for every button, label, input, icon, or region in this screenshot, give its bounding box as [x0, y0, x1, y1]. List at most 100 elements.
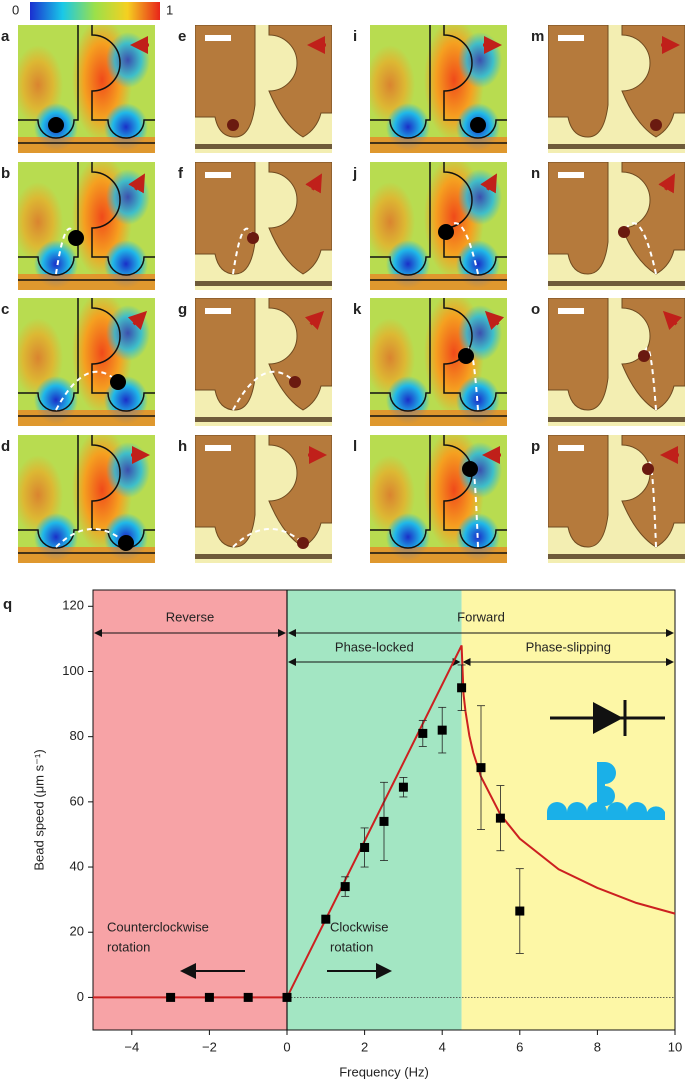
pattern — [195, 162, 256, 275]
panel-letter: m — [531, 28, 544, 45]
track — [548, 281, 685, 286]
data-point — [418, 728, 428, 738]
annotation: rotation — [330, 939, 373, 954]
trajectory — [647, 461, 657, 548]
panel-content — [18, 162, 155, 290]
trajectory — [232, 528, 304, 548]
panel-letter: i — [353, 28, 357, 45]
panel-content — [195, 162, 332, 290]
panel-letter: g — [178, 301, 187, 318]
pattern — [548, 25, 609, 138]
track — [195, 554, 332, 559]
x-tick-label: 8 — [594, 1039, 601, 1054]
colorbar-min: 0 — [12, 2, 19, 17]
panel-letter: o — [531, 301, 540, 318]
micrograph-panel — [548, 298, 685, 426]
track — [548, 144, 685, 149]
bead — [48, 117, 64, 133]
panel-letter: d — [1, 438, 10, 455]
device-icon — [547, 802, 665, 820]
bead — [68, 230, 84, 246]
simulation-panel — [370, 25, 507, 153]
bead — [289, 376, 301, 388]
bead — [642, 463, 654, 475]
data-point — [204, 992, 214, 1002]
data-point — [476, 763, 486, 773]
scale-bar — [558, 308, 584, 314]
bead — [227, 119, 239, 131]
colorbar — [30, 2, 160, 20]
field-arrow — [480, 173, 497, 194]
data-point — [360, 842, 370, 852]
data-point — [166, 992, 176, 1002]
span-label: Phase-locked — [335, 639, 414, 654]
annotation: Clockwise — [330, 919, 389, 934]
y-axis-label: Bead speed (μm s⁻¹) — [31, 749, 46, 870]
scale-bar — [205, 308, 231, 314]
field-track — [18, 410, 155, 426]
bead — [650, 119, 662, 131]
panel-letter: n — [531, 165, 540, 182]
y-tick-label: 100 — [62, 663, 84, 678]
span-label: Reverse — [166, 609, 214, 624]
panel-content — [18, 25, 155, 153]
device-lobe — [605, 762, 616, 806]
x-tick-label: 4 — [439, 1039, 446, 1054]
pattern — [195, 25, 256, 138]
track — [195, 144, 332, 149]
panel-letter: f — [178, 165, 184, 182]
outline — [18, 298, 155, 417]
panel-content — [548, 25, 685, 153]
panel-letter: h — [178, 438, 187, 455]
panel-letter: k — [353, 301, 362, 318]
x-tick-label: 2 — [361, 1039, 368, 1054]
bead — [618, 226, 630, 238]
field-arrow — [658, 173, 675, 194]
simulation-panel — [18, 25, 155, 153]
outline — [18, 162, 155, 281]
trajectory — [55, 528, 127, 548]
micrograph-panel — [548, 435, 685, 563]
scale-bar — [558, 172, 584, 178]
bead — [110, 374, 126, 390]
data-point — [437, 725, 447, 735]
simulation-panel — [370, 162, 507, 290]
data-point — [495, 813, 505, 823]
pattern — [195, 435, 256, 548]
panel-content — [370, 298, 507, 426]
x-tick-label: −4 — [124, 1039, 139, 1054]
panel-content — [548, 435, 685, 563]
annotation: Counterclockwise — [107, 919, 209, 934]
span-label: Phase-slipping — [526, 639, 611, 654]
panel-content — [548, 298, 685, 426]
y-tick-label: 60 — [70, 793, 84, 808]
simulation-panel — [18, 435, 155, 563]
panel-content — [195, 25, 332, 153]
scale-bar — [205, 445, 231, 451]
micrograph-panel — [195, 298, 332, 426]
data-point — [457, 683, 467, 693]
field-low — [106, 442, 150, 498]
bead — [470, 117, 486, 133]
panel-letter: b — [1, 165, 10, 182]
data-point — [398, 782, 408, 792]
plot-frame — [92, 589, 676, 1031]
outline — [18, 25, 155, 144]
colorbar-max: 1 — [166, 2, 173, 17]
region — [287, 590, 462, 1030]
chart: q 0 20 40 60 80 100 120 −4 −2 0 2 4 6 8 10 Frequency (Hz… — [3, 589, 682, 1079]
bead — [297, 537, 309, 549]
scale-bar — [558, 445, 584, 451]
panel-letter: a — [1, 28, 10, 45]
panel-content — [195, 435, 332, 563]
micrograph-panel — [195, 435, 332, 563]
data-point — [243, 992, 253, 1002]
span-label: Forward — [457, 609, 505, 624]
panel-letter: l — [353, 438, 357, 455]
data-point — [515, 906, 525, 916]
outline — [370, 435, 507, 554]
bead — [247, 232, 259, 244]
track — [548, 417, 685, 422]
diode-triangle — [593, 702, 623, 734]
panel-letter: c — [1, 301, 9, 318]
